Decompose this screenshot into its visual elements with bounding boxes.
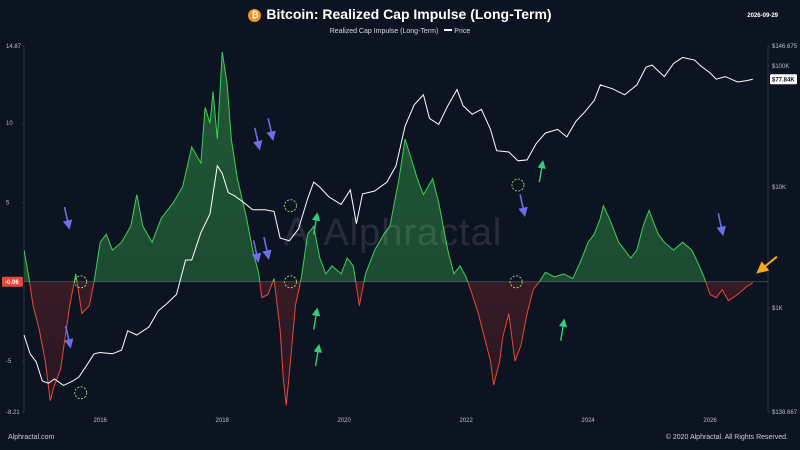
legend: Realized Cap Impulse (Long-Term) Price (0, 28, 800, 35)
left-tick-label: 5 (6, 201, 10, 207)
green-arrow-0 (311, 307, 321, 330)
chart-title-text: Bitcoin: Realized Cap Impulse (Long-Term… (266, 6, 552, 22)
right-tick-label: $1K (772, 306, 783, 312)
left-tick-label: 14.87 (6, 44, 22, 50)
current-impulse-badge (2, 276, 23, 287)
blue-arrow-5 (266, 118, 276, 141)
blue-arrow-4 (253, 127, 263, 151)
blue-arrow-6 (518, 194, 528, 218)
x-tick-label: 2026 (703, 418, 717, 424)
green-arrow-4 (537, 159, 546, 183)
green-arrow-3 (558, 318, 568, 341)
left-tick-label: -5 (6, 359, 12, 365)
blue-arrow-0 (62, 206, 73, 230)
left-tick-label: 10 (6, 121, 13, 127)
current-price-value: $77.84K (772, 77, 795, 83)
dashed-circle-0 (74, 275, 88, 289)
x-tick-label: 2024 (581, 418, 595, 424)
green-arrow-2 (311, 212, 321, 235)
blue-arrow-8 (716, 213, 726, 237)
dashed-circle-4 (509, 275, 523, 289)
right-tick-label: $138.667 (772, 410, 798, 416)
right-tick-label: $146.675 (772, 44, 798, 50)
impulse-positive-line (24, 51, 707, 282)
x-tick-label: 2016 (94, 418, 108, 424)
price-series-line (23, 56, 753, 386)
right-tick-label: $100K (772, 64, 789, 70)
watermark-text: Alphractal (323, 212, 503, 254)
x-tick-label: 2020 (337, 418, 351, 424)
dashed-circle-3 (284, 199, 297, 213)
watermark: 𐌀 Alphractal (282, 210, 502, 255)
chart-date: 2026-09-29 (747, 13, 778, 19)
watermark-logo-icon: 𐌀 (282, 212, 312, 254)
current-impulse-value: -0.06 (5, 280, 19, 286)
blue-arrow-2 (251, 240, 262, 264)
chart-title: ₿ Bitcoin: Realized Cap Impulse (Long-Ter… (0, 6, 800, 22)
orange-arrow (756, 255, 778, 274)
axes (23, 46, 769, 412)
blue-arrow-1 (64, 325, 74, 349)
bitcoin-icon: ₿ (248, 9, 262, 22)
left-tick-label: -8.21 (6, 410, 20, 416)
dashed-circle-5 (511, 178, 525, 192)
axis-labels: 14.87 10 5 -5 -8.21 -0.06 $146.675 $100K $10K $1K… (2, 44, 798, 424)
x-tick-label: 2022 (459, 418, 473, 424)
blue-arrow-3 (262, 237, 272, 260)
dashed-circle-2 (284, 275, 297, 289)
legend-price-swatch (444, 29, 453, 31)
current-price-badge (770, 74, 797, 85)
footer-copyright: © 2020 Alphractal. All Rights Reserved. (665, 434, 788, 441)
legend-price: Price (454, 28, 471, 35)
impulse-positive-fill (24, 51, 753, 282)
legend-series: Realized Cap Impulse (Long-Term) (329, 28, 439, 35)
dashed-circle-1 (74, 386, 88, 400)
right-tick-label: $10K (772, 185, 786, 191)
x-tick-label: 2018 (216, 418, 230, 424)
price-line (23, 56, 753, 386)
impulse-area (24, 51, 768, 406)
footer-source: Alphractal.com (8, 434, 55, 441)
annotations (62, 118, 778, 400)
green-arrow-1 (313, 343, 323, 367)
